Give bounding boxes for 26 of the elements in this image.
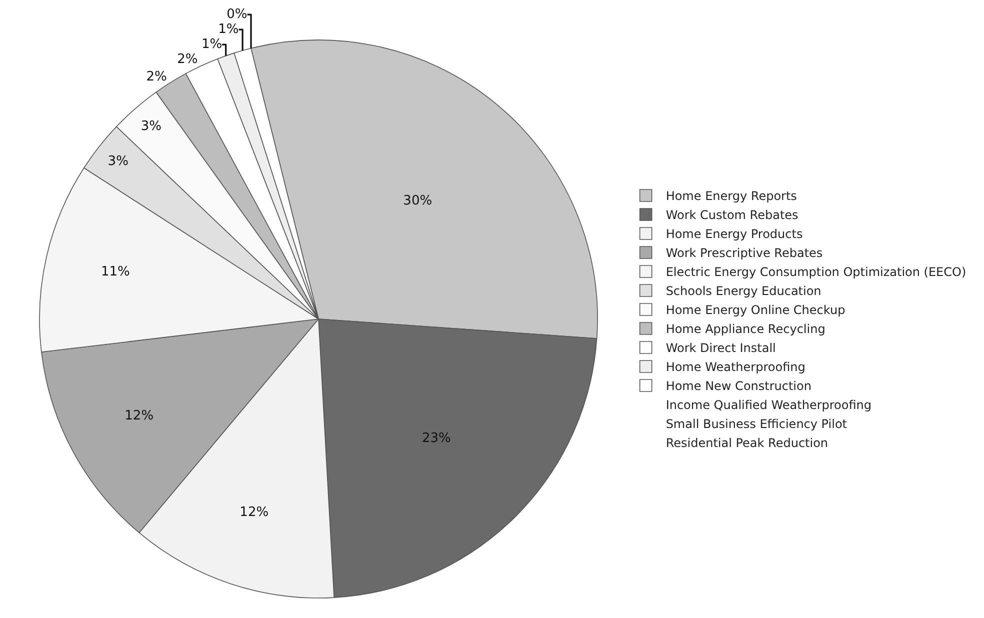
data-label: 12% bbox=[240, 505, 269, 520]
legend-label: Home Energy Products bbox=[666, 227, 803, 242]
legend-label: Schools Energy Education bbox=[666, 284, 822, 298]
legend-label: Home Energy Reports bbox=[666, 189, 797, 204]
data-label: 3% bbox=[140, 119, 162, 134]
text: 0% bbox=[226, 7, 248, 22]
data-label: 23% bbox=[422, 431, 451, 446]
data-label: 11% bbox=[100, 264, 130, 280]
legend-label: Home Appliance Recycling bbox=[666, 322, 826, 336]
data-label: 2% bbox=[177, 52, 198, 68]
legend-label: Home New Construction bbox=[666, 379, 812, 394]
data-label: 1% bbox=[201, 37, 222, 52]
data-label: 12% bbox=[124, 408, 154, 424]
data-label: 2% bbox=[146, 70, 167, 84]
legend-label: Work Custom Rebates bbox=[666, 208, 798, 222]
legend-label: Home Energy Online Checkup bbox=[666, 303, 846, 318]
data-label: 3% bbox=[108, 154, 128, 169]
category-label: Small Business Efficiency Pilot bbox=[666, 417, 848, 432]
legend-label: Work Prescriptive Rebates bbox=[666, 246, 823, 260]
category-label: Residential Peak Reduction bbox=[666, 436, 828, 450]
category-label: Income Qualified Weatherproofing bbox=[666, 398, 872, 412]
legend-label: Home Weatherproofing bbox=[666, 360, 806, 374]
data-label: 30% bbox=[403, 193, 432, 208]
data-label: 1% bbox=[218, 22, 239, 38]
legend-label: Work Direct Install bbox=[666, 341, 776, 356]
legend-label: Electric Energy Consumption Optimization (EECO) bbox=[666, 265, 966, 280]
